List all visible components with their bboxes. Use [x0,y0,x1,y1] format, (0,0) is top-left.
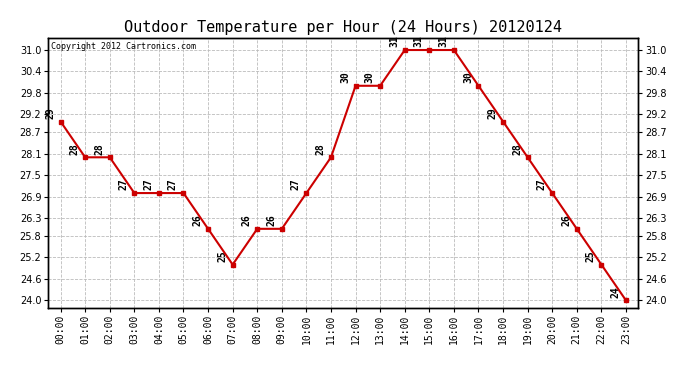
Text: 28: 28 [95,143,104,154]
Text: 30: 30 [463,71,473,83]
Text: 30: 30 [364,71,375,83]
Text: 31: 31 [438,36,449,47]
Text: 26: 26 [266,214,276,226]
Text: 28: 28 [315,143,326,154]
Text: 30: 30 [340,71,350,83]
Text: 27: 27 [537,178,546,190]
Text: 29: 29 [45,107,55,119]
Text: Copyright 2012 Cartronics.com: Copyright 2012 Cartronics.com [51,42,196,51]
Text: 25: 25 [586,250,596,262]
Text: 27: 27 [144,178,153,190]
Text: 31: 31 [389,36,400,47]
Text: 25: 25 [217,250,227,262]
Text: 26: 26 [561,214,571,226]
Text: 29: 29 [488,107,497,119]
Text: 27: 27 [291,178,301,190]
Title: Outdoor Temperature per Hour (24 Hours) 20120124: Outdoor Temperature per Hour (24 Hours) … [124,20,562,35]
Text: 28: 28 [70,143,79,154]
Text: 27: 27 [119,178,129,190]
Text: 26: 26 [193,214,203,226]
Text: 27: 27 [168,178,178,190]
Text: 24: 24 [611,286,620,298]
Text: 31: 31 [414,36,424,47]
Text: 26: 26 [241,214,252,226]
Text: 28: 28 [512,143,522,154]
